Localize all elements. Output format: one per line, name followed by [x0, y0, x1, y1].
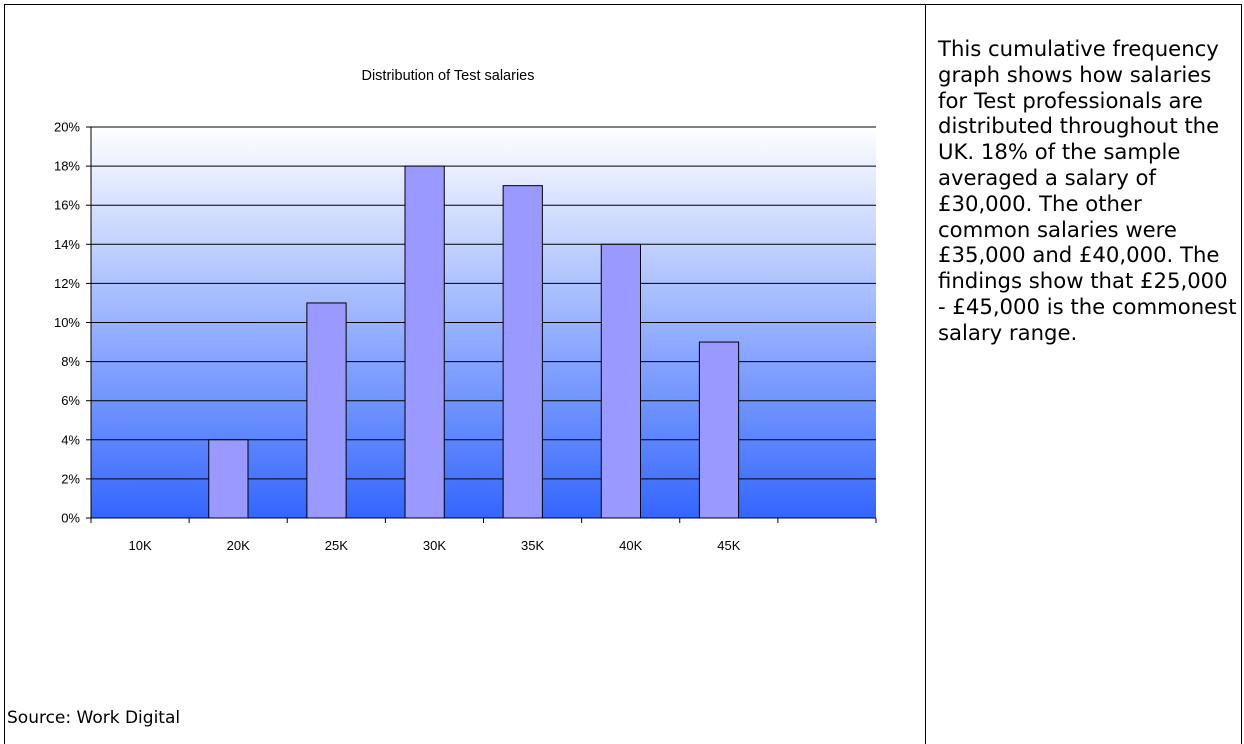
- y-tick-label: 6%: [61, 393, 80, 408]
- x-tick-label: 40K: [619, 538, 642, 553]
- y-tick-label: 14%: [54, 237, 80, 252]
- chart-title: Distribution of Test salaries: [361, 68, 534, 84]
- chart-description: This cumulative frequency graph shows ho…: [938, 36, 1237, 345]
- y-tick-label: 12%: [54, 276, 80, 291]
- y-tick-label: 8%: [61, 354, 80, 369]
- salary-distribution-chart: Distribution of Test salaries 0% 2% 4% 6% 8%…: [54, 68, 877, 553]
- bar: [306, 302, 347, 519]
- bar: [208, 439, 249, 519]
- x-tick-label: 20K: [227, 538, 250, 553]
- x-tick-label: 45K: [717, 538, 740, 553]
- x-tick-label: 25K: [325, 538, 348, 553]
- x-tick-label: 35K: [521, 538, 544, 553]
- y-tick-label: 10%: [54, 315, 80, 330]
- y-tick-label: 16%: [54, 198, 80, 213]
- y-tick-label: 0%: [61, 511, 80, 526]
- bar: [502, 185, 543, 519]
- bar: [600, 243, 641, 519]
- bar: [404, 165, 445, 519]
- y-tick-labels: 0% 2% 4% 6% 8% 10% 12% 14% 16% 18% 20%: [54, 120, 80, 526]
- y-tick-label: 18%: [54, 159, 80, 174]
- column-divider: [925, 4, 926, 744]
- x-tick-label: 10K: [128, 538, 151, 553]
- y-tick-label: 2%: [61, 471, 80, 486]
- x-tick-labels: 10K 20K 25K 30K 35K 40K 45K: [128, 538, 740, 553]
- axes: [86, 126, 877, 523]
- y-tick-label: 20%: [54, 120, 80, 135]
- x-tick-label: 30K: [423, 538, 446, 553]
- bar: [698, 341, 740, 519]
- y-tick-label: 4%: [61, 432, 80, 447]
- source-note: Source: Work Digital: [7, 708, 181, 728]
- table-frame: [4, 4, 1242, 744]
